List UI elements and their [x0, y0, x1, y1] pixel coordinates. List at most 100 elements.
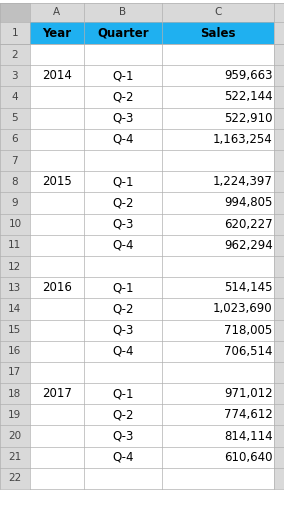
- Bar: [274, 404, 284, 425]
- Text: Q-4: Q-4: [112, 451, 133, 464]
- Text: 1,224,397: 1,224,397: [213, 175, 273, 188]
- Bar: [0, 171, 30, 192]
- Bar: [274, 277, 284, 298]
- Bar: [274, 65, 284, 86]
- Bar: [30, 65, 84, 86]
- Text: 1,023,690: 1,023,690: [213, 302, 273, 315]
- Bar: [84, 447, 162, 468]
- Text: Q-4: Q-4: [112, 345, 133, 358]
- Text: 12: 12: [8, 262, 22, 271]
- Text: Q-3: Q-3: [112, 430, 133, 443]
- Text: 610,640: 610,640: [224, 451, 273, 464]
- Bar: [274, 129, 284, 150]
- Bar: [84, 150, 162, 171]
- Bar: [84, 192, 162, 214]
- Bar: [84, 298, 162, 320]
- Text: 8: 8: [12, 177, 18, 187]
- Text: 15: 15: [8, 325, 22, 335]
- Text: Q-4: Q-4: [112, 239, 133, 252]
- Bar: [0, 256, 30, 277]
- Bar: [274, 192, 284, 214]
- Text: Q-3: Q-3: [112, 112, 133, 125]
- Bar: [274, 362, 284, 383]
- Bar: [30, 277, 84, 298]
- Text: 774,612: 774,612: [224, 408, 273, 421]
- Bar: [30, 3, 84, 22]
- Text: 13: 13: [8, 283, 22, 293]
- Text: 11: 11: [8, 240, 22, 250]
- Text: Q-4: Q-4: [112, 133, 133, 146]
- Bar: [30, 256, 84, 277]
- Text: 14: 14: [8, 304, 22, 314]
- Text: B: B: [119, 7, 126, 18]
- Bar: [30, 22, 84, 44]
- Bar: [84, 277, 162, 298]
- Bar: [84, 341, 162, 362]
- Text: 706,514: 706,514: [224, 345, 273, 358]
- Text: Q-2: Q-2: [112, 90, 133, 103]
- Bar: [0, 192, 30, 214]
- Bar: [162, 447, 274, 468]
- Text: 522,144: 522,144: [224, 90, 273, 103]
- Text: 2017: 2017: [42, 387, 72, 400]
- Text: Sales: Sales: [200, 26, 236, 40]
- Text: 10: 10: [8, 219, 22, 229]
- Bar: [0, 277, 30, 298]
- Text: 21: 21: [8, 452, 22, 462]
- Bar: [0, 150, 30, 171]
- Text: Q-2: Q-2: [112, 302, 133, 315]
- Text: Q-1: Q-1: [112, 281, 133, 294]
- Text: 514,145: 514,145: [224, 281, 273, 294]
- Bar: [274, 171, 284, 192]
- Bar: [30, 362, 84, 383]
- Bar: [84, 171, 162, 192]
- Text: 16: 16: [8, 346, 22, 356]
- Bar: [0, 383, 30, 404]
- Text: 18: 18: [8, 389, 22, 399]
- Bar: [0, 362, 30, 383]
- Bar: [274, 150, 284, 171]
- Text: Q-1: Q-1: [112, 69, 133, 82]
- Bar: [30, 192, 84, 214]
- Text: 2014: 2014: [42, 69, 72, 82]
- Text: Q-2: Q-2: [112, 196, 133, 209]
- Bar: [162, 171, 274, 192]
- Bar: [274, 256, 284, 277]
- Bar: [274, 44, 284, 65]
- Bar: [0, 404, 30, 425]
- Bar: [162, 404, 274, 425]
- Text: Year: Year: [42, 26, 71, 40]
- Bar: [30, 425, 84, 447]
- Bar: [30, 298, 84, 320]
- Bar: [162, 298, 274, 320]
- Bar: [274, 22, 284, 44]
- Text: 2015: 2015: [42, 175, 72, 188]
- Bar: [0, 65, 30, 86]
- Text: Q-3: Q-3: [112, 324, 133, 337]
- Text: 5: 5: [12, 113, 18, 123]
- Bar: [84, 129, 162, 150]
- Text: 718,005: 718,005: [224, 324, 273, 337]
- Bar: [30, 86, 84, 108]
- Text: 19: 19: [8, 410, 22, 420]
- Bar: [162, 44, 274, 65]
- Bar: [84, 86, 162, 108]
- Bar: [162, 86, 274, 108]
- Text: 962,294: 962,294: [224, 239, 273, 252]
- Bar: [162, 277, 274, 298]
- Bar: [162, 65, 274, 86]
- Bar: [0, 320, 30, 341]
- Bar: [274, 468, 284, 489]
- Bar: [30, 235, 84, 256]
- Text: Quarter: Quarter: [97, 26, 149, 40]
- Text: 522,910: 522,910: [224, 112, 273, 125]
- Bar: [0, 447, 30, 468]
- Bar: [162, 129, 274, 150]
- Text: 971,012: 971,012: [224, 387, 273, 400]
- Bar: [30, 150, 84, 171]
- Bar: [0, 298, 30, 320]
- Bar: [274, 3, 284, 22]
- Bar: [84, 108, 162, 129]
- Bar: [30, 171, 84, 192]
- Text: Q-1: Q-1: [112, 387, 133, 400]
